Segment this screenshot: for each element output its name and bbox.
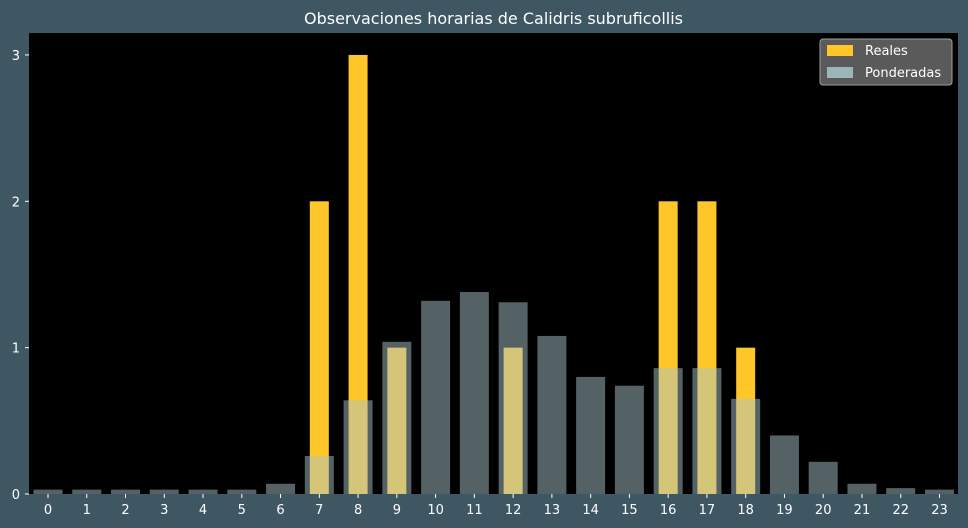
bar-ponderadas-11 [459, 292, 489, 494]
bar-ponderadas-14 [576, 376, 606, 494]
bar-ponderadas-18 [731, 398, 761, 494]
bar-ponderadas-1 [72, 489, 102, 494]
x-tick-label: 22 [892, 503, 909, 518]
bar-ponderadas-6 [266, 483, 296, 494]
bar-reales-7 [309, 201, 329, 495]
bar-ponderadas-15 [614, 385, 644, 494]
bar-ponderadas-20 [808, 461, 838, 494]
x-tick-label: 1 [83, 503, 91, 518]
bar-ponderadas-19 [769, 435, 799, 494]
x-tick-label: 19 [776, 503, 793, 518]
x-tick-label: 16 [660, 503, 677, 518]
x-tick-label: 17 [699, 503, 716, 518]
legend-label-ponderadas: Ponderadas [865, 66, 941, 81]
bar-ponderadas-10 [421, 300, 451, 494]
x-tick-label: 10 [427, 503, 444, 518]
x-tick-label: 8 [354, 503, 362, 518]
x-tick-label: 3 [160, 503, 168, 518]
bar-ponderadas-5 [227, 489, 257, 494]
bar-ponderadas-9 [382, 341, 412, 494]
y-axis: 0 1 2 3 [12, 49, 29, 503]
bar-ponderadas-8 [343, 400, 373, 494]
bar-ponderadas-23 [924, 489, 954, 494]
bar-ponderadas-21 [847, 483, 877, 494]
x-tick-label: 9 [393, 503, 401, 518]
y-tick-label: 2 [12, 195, 20, 210]
bar-reales-8 [348, 54, 368, 494]
x-tick-label: 20 [815, 503, 832, 518]
bar-ponderadas-22 [886, 488, 916, 494]
y-tick-label: 3 [12, 49, 20, 64]
y-tick-label: 0 [12, 488, 20, 503]
x-tick-label: 13 [544, 503, 561, 518]
x-tick-label: 18 [737, 503, 754, 518]
legend-label-reales: Reales [865, 44, 908, 59]
bar-ponderadas-0 [33, 489, 63, 494]
bar-ponderadas-12 [498, 302, 528, 494]
legend-swatch-ponderadas [827, 67, 853, 78]
y-tick-label: 1 [12, 342, 20, 357]
bar-ponderadas-2 [111, 489, 141, 494]
x-tick-label: 15 [621, 503, 638, 518]
x-tick-label: 2 [121, 503, 129, 518]
bar-ponderadas-17 [692, 368, 722, 494]
x-axis: 0 1 2 3 4 5 6 7 8 9 10 11 12 13 14 15 16 17 18 19 20 21 22 23 [44, 494, 948, 518]
x-tick-label: 14 [582, 503, 599, 518]
chart-title: Observaciones horarias de Calidris subru… [304, 9, 683, 28]
legend: Reales Ponderadas [819, 38, 953, 86]
legend-swatch-reales [827, 45, 853, 56]
x-tick-label: 6 [276, 503, 284, 518]
x-tick-label: 21 [854, 503, 871, 518]
x-tick-label: 23 [931, 503, 948, 518]
bar-ponderadas-3 [149, 489, 179, 494]
plot-area [29, 33, 958, 494]
x-tick-label: 0 [44, 503, 52, 518]
series-ponderadas [33, 292, 954, 494]
bar-ponderadas-7 [304, 455, 334, 494]
x-tick-label: 5 [238, 503, 246, 518]
bar-ponderadas-13 [537, 335, 567, 494]
x-tick-label: 11 [466, 503, 483, 518]
bar-ponderadas-16 [653, 368, 683, 494]
x-tick-label: 4 [199, 503, 207, 518]
bar-ponderadas-4 [188, 489, 218, 494]
x-tick-label: 7 [315, 503, 323, 518]
x-tick-label: 12 [505, 503, 522, 518]
